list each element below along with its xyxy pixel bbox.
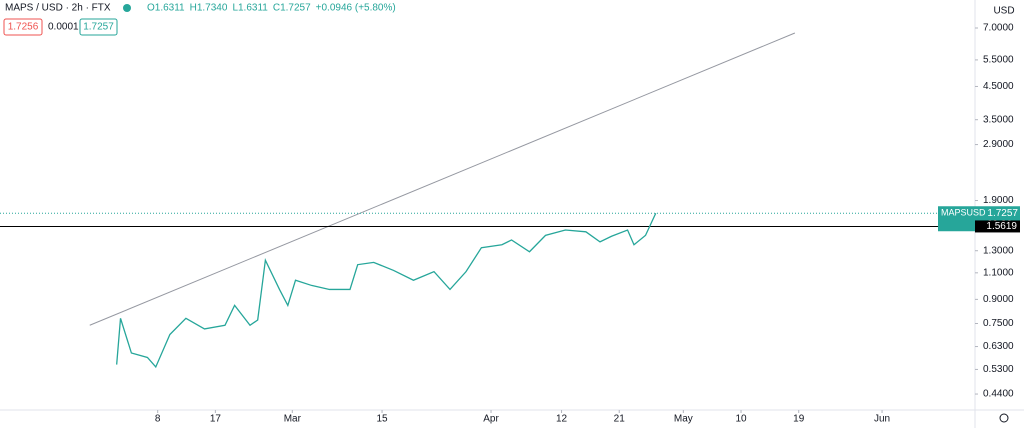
y-tick-label: 0.6300 bbox=[983, 341, 1014, 352]
x-tick-label: 10 bbox=[735, 414, 747, 425]
status-dot bbox=[123, 4, 131, 12]
symbol-title: MAPS / USD · 2h · FTX bbox=[5, 3, 111, 14]
ohlc-value: O1.6311 bbox=[147, 3, 185, 14]
axis-unit: USD bbox=[993, 6, 1014, 17]
ohlc-value: H1.7340 bbox=[190, 3, 228, 14]
series-name: MAPSUSD bbox=[941, 208, 986, 218]
settings-icon[interactable] bbox=[999, 413, 1009, 423]
y-tick-label: 0.9000 bbox=[983, 294, 1014, 305]
x-tick-label: Mar bbox=[284, 414, 302, 425]
x-tick-label: 21 bbox=[614, 414, 626, 425]
level-label: 1.5619 bbox=[986, 221, 1017, 232]
last-price: 1.7257 bbox=[987, 208, 1018, 219]
x-tick-label: 12 bbox=[556, 414, 568, 425]
ask-price: 1.7257 bbox=[83, 22, 114, 33]
spread: 0.0001 bbox=[48, 22, 79, 33]
ohlc-value: L1.6311 bbox=[232, 3, 268, 14]
y-tick-label: 2.9000 bbox=[983, 139, 1014, 150]
y-tick-label: 5.5000 bbox=[983, 55, 1014, 66]
y-tick-label: 4.5000 bbox=[983, 81, 1014, 92]
x-tick-label: 17 bbox=[210, 414, 222, 425]
x-tick-label: May bbox=[674, 414, 693, 425]
bid-price: 1.7256 bbox=[8, 22, 39, 33]
y-tick-label: 1.3000 bbox=[983, 245, 1014, 256]
y-tick-label: 0.5300 bbox=[983, 364, 1014, 375]
price-line bbox=[116, 212, 657, 369]
x-tick-label: 19 bbox=[793, 414, 805, 425]
y-tick-label: 1.1000 bbox=[983, 267, 1014, 278]
y-tick-label: 0.7500 bbox=[983, 318, 1014, 329]
trendline bbox=[89, 32, 796, 326]
x-tick-label: Jun bbox=[874, 414, 890, 425]
ask-box[interactable] bbox=[79, 18, 118, 36]
y-tick-label: 0.4400 bbox=[983, 389, 1014, 400]
x-tick-label: 8 bbox=[155, 414, 161, 425]
level-label-box bbox=[975, 220, 1020, 233]
ohlc-value: C1.7257 bbox=[273, 3, 311, 14]
x-tick-label: 15 bbox=[376, 414, 388, 425]
x-tick-label: Apr bbox=[483, 414, 499, 425]
y-tick-label: 7.0000 bbox=[983, 23, 1014, 34]
y-tick-label: 3.5000 bbox=[983, 114, 1014, 125]
bid-box[interactable] bbox=[3, 18, 43, 36]
ohlc-value: +0.0946 (+5.80%) bbox=[316, 3, 396, 14]
y-tick-label: 1.9000 bbox=[983, 195, 1014, 206]
